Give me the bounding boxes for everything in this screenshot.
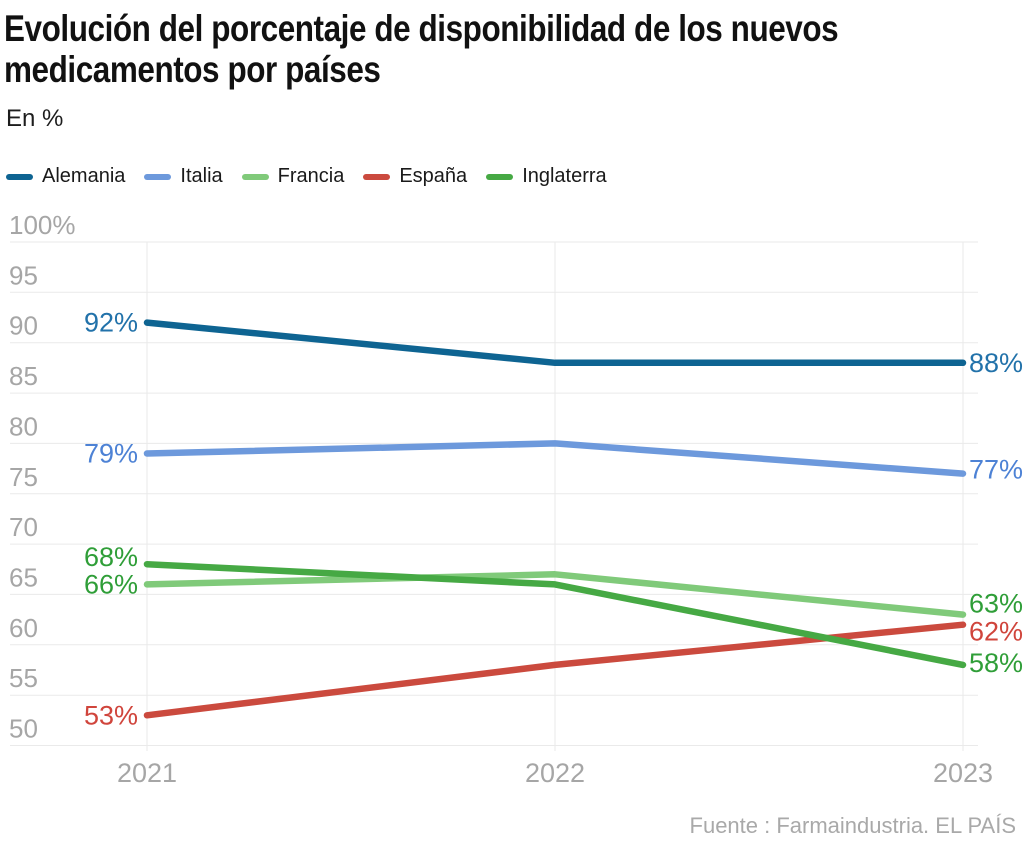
legend-label-alemania: Alemania	[42, 165, 126, 187]
y-axis-label: 95	[9, 260, 38, 290]
legend-swatch-inglaterra	[486, 173, 514, 180]
chart-title: Evolución del porcentaje de disponibilid…	[4, 8, 839, 90]
data-label-start-italia: 79%	[84, 439, 138, 469]
x-axis-label: 2023	[933, 758, 993, 788]
legend-swatch-italia	[144, 173, 172, 180]
legend-item-italia: Italia	[144, 165, 223, 188]
y-axis-label: 50	[9, 714, 38, 744]
data-label-end-alemania: 88%	[969, 348, 1023, 378]
source-credit: Fuente : Farmaindustria. EL PAÍS	[689, 813, 1016, 838]
data-label-start-alemania: 92%	[84, 308, 138, 338]
series-line-inglaterra	[143, 560, 967, 669]
legend-label-inglaterra: Inglaterra	[522, 165, 607, 187]
y-axis-label: 80	[9, 411, 38, 441]
data-label-end-italia: 77%	[969, 455, 1023, 485]
data-label-start-españa: 53%	[84, 700, 138, 730]
y-axis-label: 85	[9, 361, 38, 391]
legend-label-italia: Italia	[180, 165, 223, 187]
y-axis-label: 70	[9, 512, 38, 542]
gridlines: 100% 95 90 85 80 75 70 65 60 55 50 2021 2022 2023	[9, 210, 993, 788]
y-axis-label: 100%	[9, 210, 76, 240]
series-line-italia	[143, 440, 967, 477]
series-line-alemania	[143, 319, 967, 367]
data-label-end-españa: 62%	[969, 617, 1023, 647]
x-axis-label: 2021	[117, 758, 177, 788]
legend-swatch-alemania	[6, 173, 33, 180]
legend-label-francia: Francia	[277, 165, 345, 187]
chart-subtitle: En %	[6, 105, 64, 132]
y-axis-label: 75	[9, 462, 38, 492]
legend-item-inglaterra: Inglaterra	[486, 165, 607, 188]
x-axis-label: 2022	[525, 758, 585, 788]
legend-swatch-francia	[241, 173, 269, 180]
data-label-start-francia: 66%	[84, 569, 138, 599]
legend: Alemania Italia Francia España Inglaterr…	[6, 165, 607, 188]
legend-item-francia: Francia	[241, 165, 345, 188]
line-chart: 100% 95 90 85 80 75 70 65 60 55 50 2021 2022 2023 92%…	[9, 210, 1023, 788]
y-axis-label: 55	[9, 663, 38, 693]
data-label-end-francia: 63%	[969, 589, 1023, 619]
series-lines	[143, 319, 967, 719]
legend-item-alemania: Alemania	[6, 165, 125, 188]
chart-title-line1: Evolución del porcentaje de disponibilid…	[4, 8, 839, 49]
y-axis-label: 90	[9, 311, 38, 341]
legend-swatch-espana	[363, 173, 391, 180]
data-labels: 92% 88% 79% 77% 66% 63% 53% 62% 68% 58%	[84, 308, 1023, 731]
data-label-end-inglaterra: 58%	[969, 648, 1023, 678]
data-label-start-inglaterra: 68%	[84, 542, 138, 572]
chart-title-line2: medicamentos por países	[4, 49, 381, 90]
legend-item-espana: España	[363, 165, 467, 188]
series-line-francia	[143, 571, 967, 618]
legend-label-espana: España	[399, 165, 468, 187]
y-axis-label: 60	[9, 613, 38, 643]
y-axis-label: 65	[9, 562, 38, 592]
